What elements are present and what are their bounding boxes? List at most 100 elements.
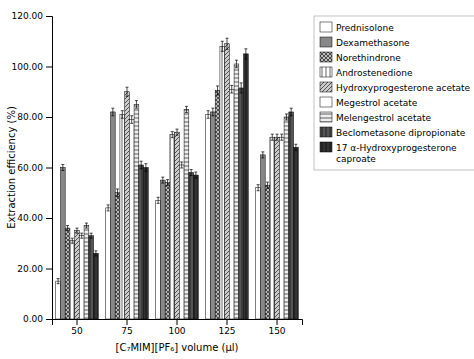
error-bar <box>194 172 197 178</box>
legend-item: Hydroxyprogesterone acetate <box>320 82 471 93</box>
bar <box>170 135 175 319</box>
bar <box>210 112 215 319</box>
chart: 0.0020.0040.0060.0080.00100.00120.005075… <box>0 0 474 359</box>
error-bar <box>216 86 219 95</box>
bar <box>134 104 139 319</box>
legend-label: Dexamethasone <box>336 38 410 48</box>
error-bars <box>76 38 279 233</box>
tick: 100.00 <box>12 62 53 72</box>
tick: 20.00 <box>17 264 52 274</box>
error-bar <box>211 108 214 116</box>
x-axis: 5075100125150 <box>53 319 303 336</box>
error-bar <box>161 177 164 183</box>
error-bar <box>290 108 293 116</box>
tick-label: 40.00 <box>17 213 43 223</box>
bar <box>225 44 230 319</box>
bar <box>56 281 61 319</box>
series <box>70 46 275 319</box>
bar <box>144 168 149 320</box>
error-bar <box>261 152 264 158</box>
bar <box>229 89 234 319</box>
error-bar <box>294 144 297 150</box>
bar <box>120 114 125 319</box>
legend-item: 17 α-Hydroxyprogesteronecaproate <box>320 142 457 164</box>
bar <box>270 137 275 319</box>
legend-frame <box>314 16 474 170</box>
axis-line <box>46 17 53 320</box>
error-bar <box>126 87 129 96</box>
bar <box>279 137 284 319</box>
error-bar <box>166 180 169 186</box>
tick: 50 <box>71 319 83 336</box>
error-bars <box>85 60 288 228</box>
y-axis-title: Extraction efficiency (%) <box>6 106 17 229</box>
bar <box>289 112 294 319</box>
error-bar <box>271 134 274 140</box>
bar <box>115 193 120 319</box>
bar <box>156 200 161 319</box>
tick-mark <box>227 319 228 325</box>
error-bar <box>80 233 83 238</box>
tick-mark <box>46 269 52 270</box>
error-bars <box>80 85 283 238</box>
legend-swatch <box>320 127 332 137</box>
tick-label: 125 <box>218 326 235 336</box>
legend-label: 17 α-Hydroxyprogesteronecaproate <box>336 143 457 164</box>
tick-mark <box>46 319 52 320</box>
error-bar <box>285 114 288 120</box>
error-bar <box>57 279 60 284</box>
error-bar <box>226 38 229 49</box>
x-axis-title: [C₇MIM][PF₆] volume (μl) <box>116 342 239 353</box>
error-bars <box>61 108 264 183</box>
error-bar <box>71 238 74 243</box>
series <box>89 88 294 319</box>
error-bar <box>61 164 64 170</box>
error-bar <box>76 228 79 233</box>
legend-item: Androstenedione <box>320 67 413 78</box>
tick: 150 <box>268 319 285 336</box>
bar <box>110 112 115 319</box>
error-bar <box>111 108 114 116</box>
legend-label: Beclometasone dipropionate <box>336 128 466 138</box>
error-bar <box>180 162 183 168</box>
legend-swatch <box>320 142 332 152</box>
bar <box>215 90 220 319</box>
bar <box>139 165 144 319</box>
bar <box>75 231 80 319</box>
legend-label: Hydroxyprogesterone acetate <box>336 83 471 93</box>
legend-item: Beclometasone dipropionate <box>320 127 466 138</box>
error-bar <box>235 60 238 68</box>
error-bars <box>57 111 260 284</box>
error-bars <box>71 41 274 243</box>
series <box>75 44 280 319</box>
bar <box>60 168 65 320</box>
error-bar <box>130 116 133 124</box>
bar <box>160 180 165 319</box>
tick-mark <box>127 319 128 325</box>
tick-mark <box>177 319 178 325</box>
error-bar <box>116 189 119 197</box>
axis-line <box>53 320 303 326</box>
error-bar <box>185 106 188 112</box>
error-bar <box>140 161 143 169</box>
bar <box>179 165 184 319</box>
bar <box>89 236 94 319</box>
bar <box>70 241 75 319</box>
bar <box>220 46 225 319</box>
bar <box>94 253 99 319</box>
bar <box>194 175 199 319</box>
tick: 120.00 <box>12 11 53 21</box>
bar <box>79 236 84 319</box>
bar <box>106 208 111 319</box>
error-bar <box>135 101 138 109</box>
legend-label: Androstenedione <box>336 68 413 78</box>
series <box>84 64 289 319</box>
tick-label: 60.00 <box>17 163 43 173</box>
tick: 75 <box>121 319 132 336</box>
bar <box>260 155 265 319</box>
bar <box>265 185 270 319</box>
bar <box>239 88 244 319</box>
bar <box>294 147 299 319</box>
bar <box>129 120 134 319</box>
legend-item: Melengestrol acetate <box>320 112 431 123</box>
